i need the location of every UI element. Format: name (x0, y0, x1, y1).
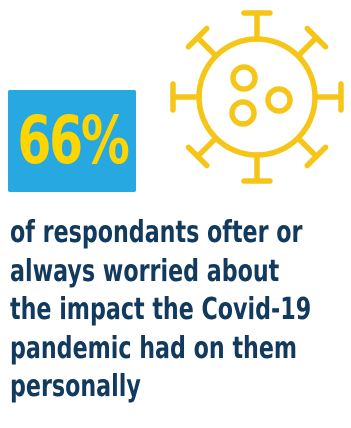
stat-value: 66% (16, 102, 129, 179)
virus-spike (194, 135, 219, 160)
caption: of respondants ofter or always worried a… (10, 214, 336, 407)
caption-line-4: pandemic had on them (10, 330, 298, 366)
caption-line-3: the impact the Covid-19 (10, 292, 312, 327)
virus-spike-cap (304, 144, 329, 169)
virus-spike (194, 34, 219, 59)
caption-line-5: personally (10, 369, 141, 404)
stat-badge: 66% (8, 90, 136, 192)
caption-line-2: always worried about (10, 253, 280, 289)
virus-spike-cap (185, 25, 210, 50)
caption-line-1: of respondants ofter or (10, 215, 303, 250)
virus-spike-cap (304, 25, 329, 50)
virus-icon (170, 10, 344, 184)
virus-spike-cap (185, 144, 210, 169)
virus-spike (295, 135, 320, 160)
virus-spike (295, 34, 320, 59)
